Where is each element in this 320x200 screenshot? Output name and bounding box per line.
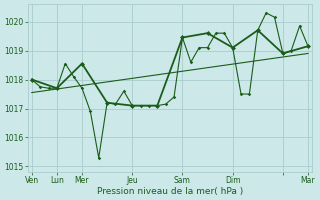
X-axis label: Pression niveau de la mer( hPa ): Pression niveau de la mer( hPa ) bbox=[97, 187, 243, 196]
